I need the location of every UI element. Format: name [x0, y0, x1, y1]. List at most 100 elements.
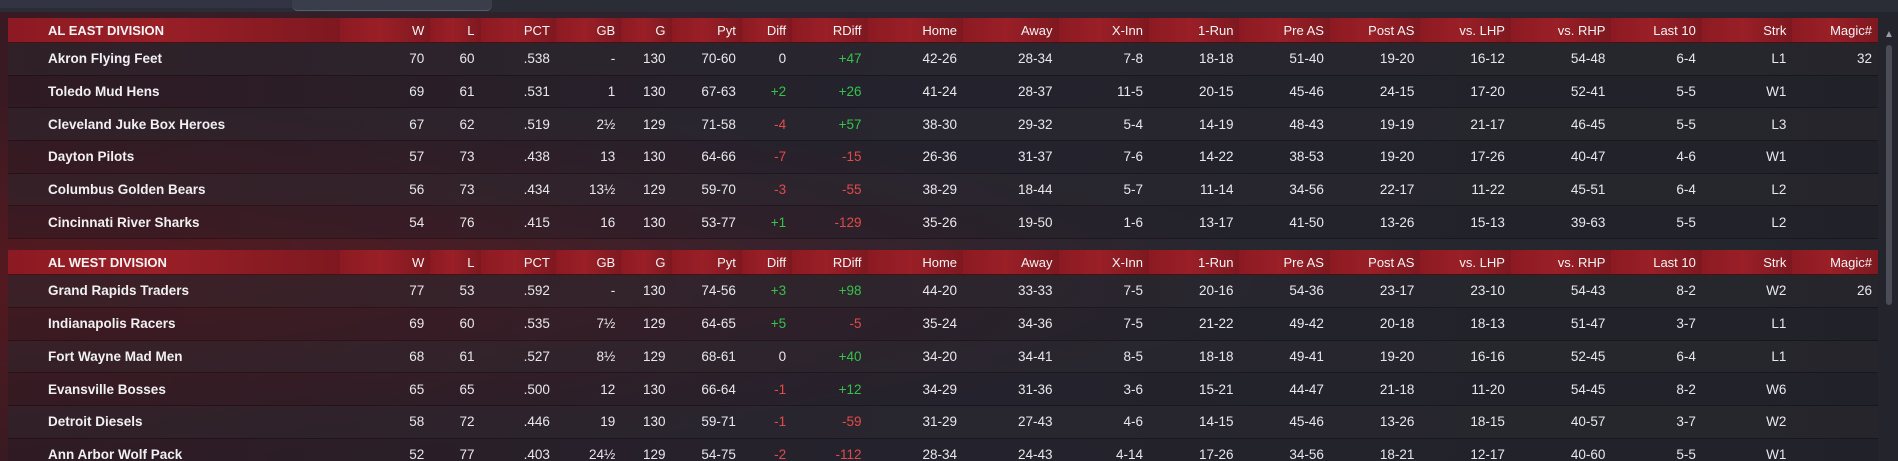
team-row[interactable]: Fort Wayne Mad Men 68 61.527 8½ 129 68-61 0 +40… [8, 340, 1878, 374]
cell-one-run: 14-15 [1149, 405, 1240, 439]
column-header-pct[interactable]: PCT [480, 250, 556, 276]
cell-games-back: - [555, 274, 622, 308]
team-row[interactable]: Dayton Pilots 57 73.438 13 130 64-66 -7 -15 26-3… [8, 140, 1878, 174]
team-name[interactable]: Akron Flying Feet [8, 42, 340, 76]
column-header-wins[interactable]: W [339, 250, 431, 276]
column-header-vs-lhp[interactable]: vs. LHP [1420, 18, 1511, 43]
team-row[interactable]: Cleveland Juke Box Heroes 67 62.519 2½ 129 71… [8, 107, 1878, 142]
cell-pythag: 54-75 [671, 438, 742, 461]
cell-magic-number [1792, 140, 1878, 174]
column-header-last-10[interactable]: Last 10 [1611, 18, 1702, 43]
top-tab-left[interactable] [0, 0, 292, 8]
cell-magic-number: 26 [1792, 274, 1878, 308]
team-row[interactable]: Detroit Diesels 58 72.446 19 130 59-71 -1 -59 31… [8, 405, 1878, 439]
cell-vs-rhp: 51-47 [1510, 307, 1612, 341]
column-header-pythag[interactable]: Pyt [671, 18, 742, 43]
column-header-extra-innings[interactable]: X-Inn [1058, 250, 1149, 276]
team-name[interactable]: Cleveland Juke Box Heroes [8, 107, 340, 142]
column-header-one-run[interactable]: 1-Run [1149, 250, 1240, 276]
scrollbar-thumb[interactable] [1886, 45, 1892, 305]
cell-away: 31-36 [963, 372, 1059, 406]
cell-losses: 60 [430, 307, 481, 341]
cell-vs-rhp: 45-51 [1510, 173, 1612, 207]
cell-losses: 61 [430, 340, 481, 374]
column-header-away[interactable]: Away [963, 250, 1059, 276]
column-header-pre-all-star[interactable]: Pre AS [1239, 250, 1330, 276]
cell-vs-lhp: 17-26 [1420, 140, 1511, 174]
column-header-streak[interactable]: Strk [1701, 250, 1793, 276]
column-header-diff[interactable]: Diff [741, 18, 793, 43]
team-row[interactable]: Grand Rapids Traders 77 53.592-130 74-56 +3 +… [8, 274, 1878, 308]
column-header-run-diff[interactable]: RDiff [792, 250, 868, 276]
column-header-games[interactable]: G [621, 18, 672, 43]
team-row[interactable]: Akron Flying Feet 70 60.538-130 70-60 0 +47 42… [8, 42, 1878, 76]
cell-pre-all-star: 45-46 [1239, 75, 1330, 109]
cell-games: 130 [621, 205, 672, 240]
division-name[interactable]: AL EAST DIVISION [8, 18, 340, 43]
column-header-magic-number[interactable]: Magic# [1792, 250, 1878, 276]
division-name[interactable]: AL WEST DIVISION [8, 250, 340, 276]
column-header-magic-number[interactable]: Magic# [1792, 18, 1878, 43]
team-row[interactable]: Cincinnati River Sharks 54 76.415 16 130 53-7… [8, 205, 1878, 240]
team-name[interactable]: Evansville Bosses [8, 372, 340, 406]
column-header-home[interactable]: Home [867, 18, 964, 43]
column-header-home[interactable]: Home [867, 250, 964, 276]
team-name[interactable]: Toledo Mud Hens [8, 75, 340, 109]
column-header-post-all-star[interactable]: Post AS [1329, 18, 1421, 43]
team-name[interactable]: Columbus Golden Bears [8, 173, 340, 207]
column-header-run-diff[interactable]: RDiff [792, 18, 868, 43]
cell-wins: 54 [339, 205, 431, 240]
team-name[interactable]: Cincinnati River Sharks [8, 205, 340, 240]
column-header-losses[interactable]: L [430, 18, 481, 43]
cell-streak: L1 [1701, 42, 1793, 76]
scroll-up-arrow-icon[interactable]: ▲ [1884, 29, 1894, 40]
column-header-pythag[interactable]: Pyt [671, 250, 742, 276]
column-header-vs-lhp[interactable]: vs. LHP [1420, 250, 1511, 276]
team-row[interactable]: Columbus Golden Bears 56 73.434 13½ 129 59-70… [8, 173, 1878, 207]
cell-pct: .519 [480, 107, 556, 142]
cell-run-diff: -59 [792, 405, 868, 439]
cell-games: 130 [621, 274, 672, 308]
column-header-last-10[interactable]: Last 10 [1611, 250, 1702, 276]
cell-vs-lhp: 15-13 [1420, 205, 1511, 240]
cell-magic-number [1792, 340, 1878, 374]
column-header-one-run[interactable]: 1-Run [1149, 18, 1240, 43]
column-header-vs-rhp[interactable]: vs. RHP [1510, 250, 1612, 276]
column-header-losses[interactable]: L [430, 250, 481, 276]
team-row[interactable]: Evansville Bosses 65 65.500 12 130 66-64 -1 +12… [8, 372, 1878, 406]
column-header-extra-innings[interactable]: X-Inn [1058, 18, 1149, 43]
cell-games-back: 13 [555, 140, 622, 174]
cell-streak: W6 [1701, 372, 1793, 406]
cell-one-run: 14-19 [1149, 107, 1240, 142]
cell-vs-lhp: 11-22 [1420, 173, 1511, 207]
cell-one-run: 20-16 [1149, 274, 1240, 308]
column-header-games[interactable]: G [621, 250, 672, 276]
team-name[interactable]: Ann Arbor Wolf Pack [8, 438, 340, 461]
team-name[interactable]: Dayton Pilots [8, 140, 340, 174]
column-header-vs-rhp[interactable]: vs. RHP [1510, 18, 1612, 43]
team-name[interactable]: Fort Wayne Mad Men [8, 340, 340, 374]
column-header-diff[interactable]: Diff [741, 250, 793, 276]
cell-one-run: 14-22 [1149, 140, 1240, 174]
cell-games: 129 [621, 438, 672, 461]
team-row[interactable]: Indianapolis Racers 69 60.535 7½ 129 64-65 +5-… [8, 307, 1878, 341]
cell-pre-all-star: 38-53 [1239, 140, 1330, 174]
cell-home: 26-36 [867, 140, 964, 174]
column-header-pre-all-star[interactable]: Pre AS [1239, 18, 1330, 43]
column-header-streak[interactable]: Strk [1701, 18, 1793, 43]
column-header-away[interactable]: Away [963, 18, 1059, 43]
team-name[interactable]: Detroit Diesels [8, 405, 340, 439]
column-header-wins[interactable]: W [339, 18, 431, 43]
column-header-post-all-star[interactable]: Post AS [1329, 250, 1421, 276]
cell-streak: L2 [1701, 205, 1793, 240]
column-header-games-back[interactable]: GB [555, 250, 622, 276]
cell-games: 130 [621, 405, 672, 439]
team-row[interactable]: Ann Arbor Wolf Pack 52 77.403 24½ 129 54-75 -2… [8, 438, 1878, 461]
column-header-pct[interactable]: PCT [480, 18, 556, 43]
column-header-games-back[interactable]: GB [555, 18, 622, 43]
cell-last-10: 5-5 [1611, 75, 1702, 109]
team-row[interactable]: Toledo Mud Hens 69 61.531 1 130 67-63 +2 +26 41-… [8, 75, 1878, 109]
team-name[interactable]: Indianapolis Racers [8, 307, 340, 341]
team-name[interactable]: Grand Rapids Traders [8, 274, 340, 308]
top-tab[interactable] [292, 0, 492, 11]
